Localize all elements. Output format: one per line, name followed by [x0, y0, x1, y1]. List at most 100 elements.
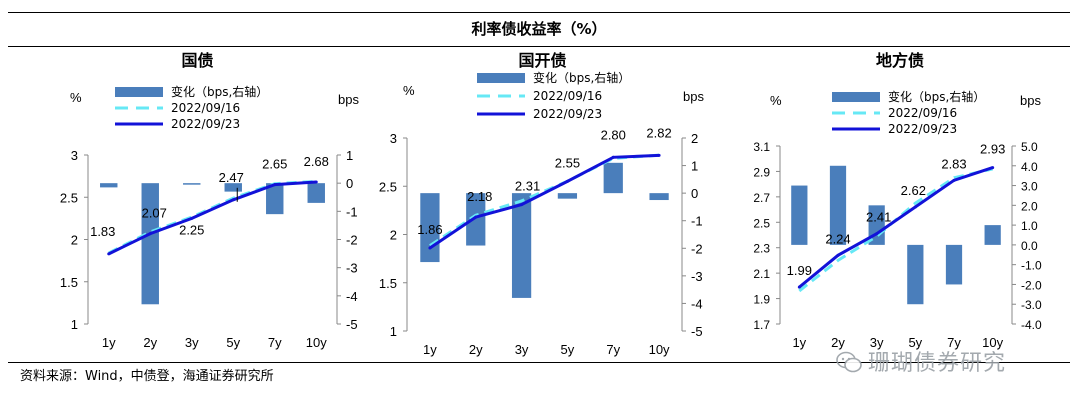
left-tick-label: 2.5 [379, 179, 397, 194]
right-tick-label: -1.0 [1021, 259, 1042, 273]
bar-10y [649, 193, 669, 201]
x-tick-label: 3y [185, 335, 199, 350]
legend-bar-swatch [115, 87, 163, 97]
chart-svg: 国开债% bps 变化（bps,右轴） 2022/09/16 2022/09/23 1 1.… [379, 51, 705, 357]
legend-bar-label: 变化（bps,右轴） [888, 89, 985, 104]
series-point-curr [273, 183, 277, 187]
left-tick-label: 2.7 [753, 191, 770, 205]
right-tick-label: -4.0 [1021, 318, 1042, 332]
bar-2y [829, 165, 847, 245]
legend-prev-label: 2022/09/16 [533, 89, 602, 103]
left-tick-label: 2.5 [60, 190, 78, 205]
chart-svg: 地方债% bps 变化（bps,右轴） 2022/09/16 2022/09/23 1.7… [753, 51, 1042, 350]
right-tick-label: -1 [346, 204, 358, 219]
series-point-curr [836, 253, 840, 257]
x-tick-label: 10y [649, 342, 670, 357]
legend-bar-swatch [477, 73, 525, 83]
chart-difangzhai: 地方债% bps 变化（bps,右轴） 2022/09/16 2022/09/23 1.7… [740, 0, 1070, 360]
right-tick-label: 1 [691, 159, 698, 174]
x-tick-label: 5y [226, 335, 240, 350]
data-label-5y: 2.62 [901, 183, 926, 198]
right-tick-label: -4 [691, 296, 703, 311]
series-line-curr [108, 180, 317, 256]
source-note: 资料来源：Wind，中债登，海通证券研究所 [20, 369, 274, 384]
series-point-curr [611, 155, 615, 159]
x-tick-label: 7y [268, 335, 282, 350]
right-unit-label: bps [338, 92, 359, 107]
bar-2y [466, 193, 486, 246]
series-point-curr [991, 166, 995, 170]
legend-curr-label: 2022/09/23 [888, 122, 957, 136]
legend-bar-swatch [832, 92, 880, 102]
left-unit-label: % [770, 93, 782, 108]
series-line-prev [108, 179, 317, 255]
x-tick-label: 7y [947, 335, 961, 350]
data-label-10y: 2.93 [980, 142, 1005, 157]
right-tick-label: 4.0 [1021, 160, 1038, 174]
chart-title: 国开债 [518, 51, 566, 70]
right-tick-label: 2.0 [1021, 199, 1038, 213]
series-point-curr [520, 203, 524, 207]
bar-7y [266, 183, 284, 215]
right-tick-label: -2 [691, 241, 703, 256]
data-label-5y: 2.47 [219, 170, 244, 185]
bar-7y [945, 244, 963, 285]
page-title: 利率债收益率（%） [471, 20, 607, 38]
bar-3y [511, 193, 532, 298]
right-tick-label: 0 [691, 186, 698, 201]
legend-curr-label: 2022/09/23 [171, 117, 240, 131]
series-line-prev [429, 153, 660, 247]
watermark-text: 珊瑚债券研究 [868, 351, 1007, 376]
bottom-rule [8, 362, 1070, 363]
right-tick-label: -5 [346, 317, 358, 332]
x-tick-label: 7y [606, 342, 620, 357]
right-tick-label: 5.0 [1021, 140, 1038, 154]
series-point-curr [565, 179, 569, 183]
left-tick-label: 1.5 [379, 276, 397, 291]
x-tick-label: 1y [792, 335, 806, 350]
data-label-10y: 2.68 [304, 154, 329, 169]
legend-curr-label: 2022/09/23 [533, 107, 602, 121]
data-label-10y: 2.82 [646, 125, 671, 140]
series-point-curr [107, 252, 111, 256]
data-label-2y: 2.24 [825, 231, 850, 246]
left-tick-label: 3 [71, 148, 78, 163]
data-label-7y: 2.83 [941, 156, 966, 171]
series-line-curr [798, 166, 994, 289]
right-tick-label: -1 [691, 214, 703, 229]
data-label-2y: 2.18 [467, 189, 492, 204]
legend-bar-label: 变化（bps,右轴） [171, 84, 268, 99]
series-point-curr [314, 180, 318, 184]
left-tick-label: 1.7 [753, 318, 770, 332]
x-tick-label: 3y [515, 342, 529, 357]
right-tick-label: 3.0 [1021, 180, 1038, 194]
left-tick-label: 1.9 [753, 293, 770, 307]
bar-2y [141, 183, 159, 305]
x-tick-label: 5y [908, 335, 922, 350]
left-tick-label: 1 [71, 317, 78, 332]
x-tick-label: 2y [143, 335, 157, 350]
left-tick-label: 1.5 [60, 275, 78, 290]
x-tick-label: 2y [469, 342, 483, 357]
right-tick-label: -2 [346, 233, 358, 248]
right-tick-label: 1.0 [1021, 219, 1038, 233]
bar-5y [907, 244, 924, 305]
series-point-curr [428, 246, 432, 250]
right-tick-label: -3 [691, 269, 703, 284]
left-unit-label: % [70, 90, 82, 105]
chart-title: 地方债 [876, 51, 924, 70]
left-tick-label: 2 [71, 233, 78, 248]
right-tick-label: 1 [346, 148, 353, 163]
bar-5y [557, 193, 578, 199]
series-point-curr [148, 232, 152, 236]
series-point-curr [231, 198, 235, 202]
series-point-curr [657, 153, 661, 157]
right-unit-label: bps [1020, 93, 1041, 108]
series-point-curr [190, 216, 194, 220]
left-unit-label: % [403, 83, 415, 98]
right-tick-label: -3 [346, 261, 358, 276]
wechat-icon [836, 351, 862, 373]
data-label-7y: 2.80 [601, 127, 626, 142]
data-label-1y: 1.83 [90, 224, 115, 239]
right-tick-label: -2.0 [1021, 278, 1042, 292]
